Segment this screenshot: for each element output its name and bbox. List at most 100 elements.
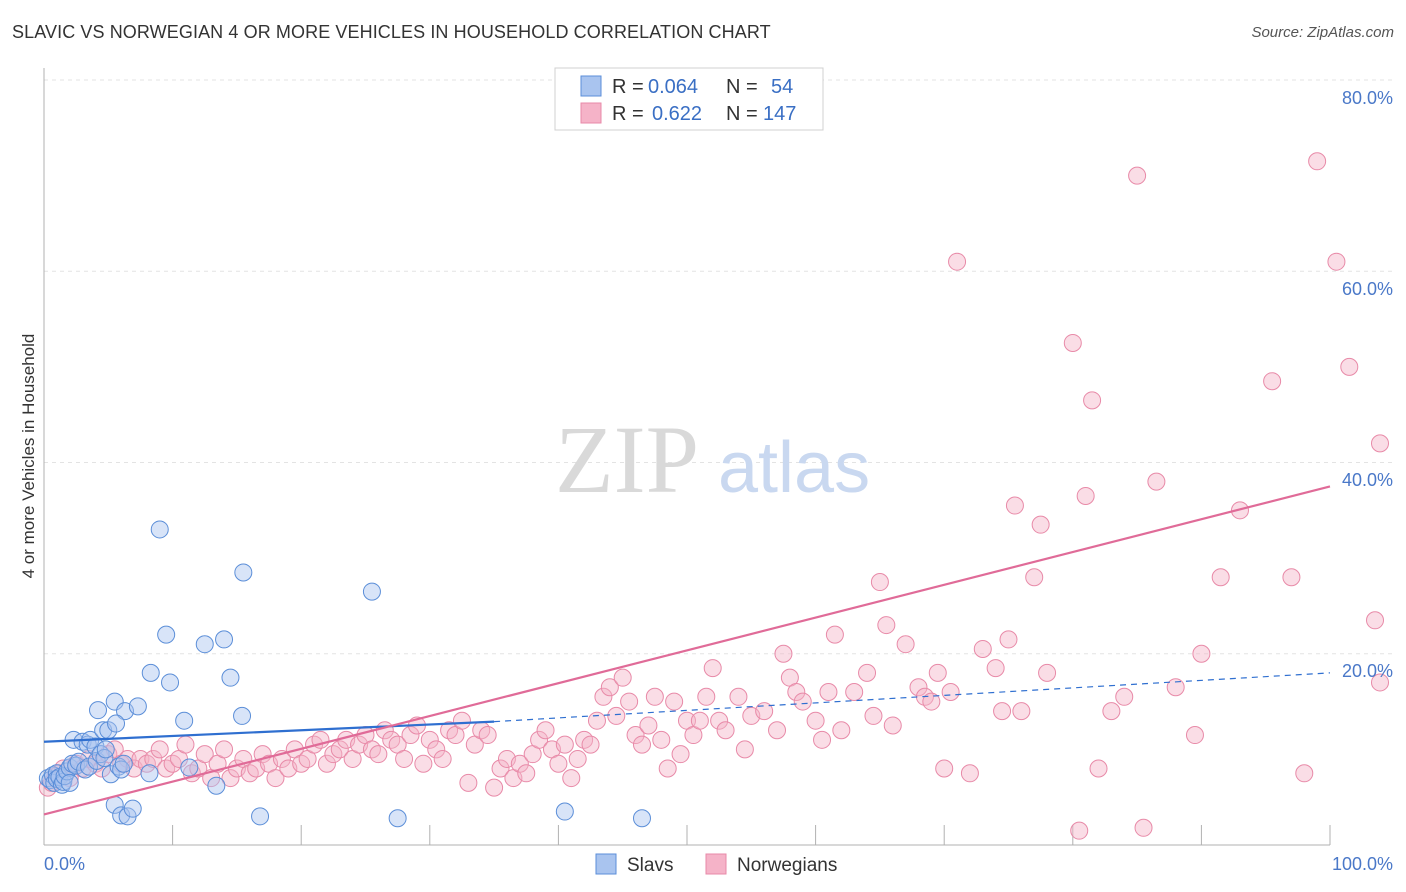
- norwegians-point: [870, 573, 889, 592]
- norwegians-point: [1340, 357, 1359, 376]
- norwegians-point: [620, 692, 639, 711]
- slavs-point: [69, 752, 88, 771]
- norwegians-point: [414, 754, 433, 773]
- legend-n-value-norwegians: 147: [763, 103, 796, 125]
- x-tick-label-max: 100.0%: [1332, 854, 1393, 874]
- slavs-point: [632, 809, 651, 828]
- norwegians-point: [549, 754, 568, 773]
- norwegians-point: [819, 683, 838, 701]
- norwegians-point: [806, 711, 825, 730]
- norwegians-point: [581, 735, 600, 754]
- slavs-trend-extension: [494, 672, 1331, 723]
- norwegians-point: [697, 687, 716, 706]
- norwegians-point: [1115, 687, 1134, 706]
- norwegians-point: [150, 740, 169, 759]
- norwegians-point: [1083, 391, 1102, 410]
- norwegians-point: [652, 730, 671, 749]
- norwegians-point: [401, 726, 420, 745]
- norwegians-point: [690, 711, 709, 730]
- norwegians-point: [176, 735, 195, 754]
- slavs-point: [180, 758, 199, 777]
- norwegians-point: [832, 721, 851, 740]
- norwegians-point: [266, 769, 285, 788]
- norwegians-point: [729, 687, 748, 706]
- norwegians-point: [864, 706, 883, 725]
- slavs-point: [114, 754, 133, 773]
- slavs-point: [109, 757, 128, 776]
- slavs-point: [60, 773, 79, 792]
- legend-n-label-slavs: N =: [726, 76, 758, 98]
- slavs-point: [112, 806, 131, 825]
- norwegians-point: [1038, 663, 1057, 682]
- watermark-zip: ZIP: [555, 406, 699, 513]
- norwegians-point: [1102, 702, 1121, 721]
- norwegians-point: [928, 663, 947, 682]
- slavs-point: [195, 635, 214, 654]
- norwegians-points: [38, 152, 1389, 840]
- norwegians-point: [986, 659, 1005, 678]
- norwegians-point: [536, 721, 555, 740]
- y-tick-label-40: 40.0%: [1342, 470, 1393, 490]
- legend-box: R = 0.064 N = 54 R = 0.622 N = 147: [554, 67, 824, 131]
- slavs-point: [555, 802, 574, 821]
- legend-n-label-norwegians: N =: [726, 103, 758, 125]
- norwegians-point: [369, 745, 388, 764]
- norwegians-point: [941, 683, 960, 701]
- norwegians-point: [1327, 252, 1346, 271]
- slavs-point: [128, 697, 147, 716]
- x-axis-ticks: [43, 825, 1331, 845]
- norwegians-point: [420, 730, 439, 749]
- slavs-point: [141, 663, 160, 682]
- norwegians-point: [330, 740, 349, 759]
- bottom-legend-swatch-slavs: [595, 853, 617, 875]
- y-tick-label-80: 80.0%: [1342, 88, 1393, 108]
- legend-swatch-slavs: [580, 75, 602, 97]
- norwegians-point: [1371, 434, 1389, 453]
- norwegians-point: [1185, 726, 1204, 745]
- slavs-point: [362, 582, 381, 601]
- norwegians-point: [845, 683, 864, 701]
- y-tick-label-20: 20.0%: [1342, 661, 1393, 681]
- norwegians-point: [221, 769, 240, 788]
- norwegians-point: [858, 663, 877, 682]
- norwegians-point: [1076, 486, 1095, 505]
- norwegians-point: [1192, 644, 1211, 663]
- norwegians-point: [877, 616, 896, 635]
- slavs-point: [175, 711, 194, 730]
- norwegians-point: [485, 778, 504, 797]
- norwegians-point: [1308, 152, 1327, 171]
- norwegians-point: [658, 759, 677, 778]
- norwegians-point: [215, 740, 234, 759]
- norwegians-point: [452, 711, 471, 730]
- norwegians-point: [478, 726, 497, 745]
- norwegians-point: [427, 740, 446, 759]
- norwegians-point: [555, 735, 574, 754]
- norwegians-point: [626, 726, 645, 745]
- norwegians-point: [1070, 821, 1089, 840]
- norwegians-point: [813, 730, 832, 749]
- norwegians-point: [510, 754, 529, 773]
- norwegians-point: [883, 716, 902, 735]
- norwegians-point: [1025, 568, 1044, 587]
- legend-r-value-norwegians: 0.622: [652, 103, 702, 125]
- norwegians-point: [768, 721, 787, 740]
- norwegians-point: [960, 764, 979, 783]
- norwegians-trend-line: [43, 485, 1331, 816]
- norwegians-point: [896, 635, 915, 654]
- norwegians-point: [1134, 818, 1153, 837]
- norwegians-point: [922, 692, 941, 711]
- norwegians-point: [909, 678, 928, 697]
- slavs-point: [221, 668, 240, 687]
- norwegians-point: [613, 668, 632, 687]
- legend-r-label-slavs: R =: [612, 76, 644, 98]
- slavs-point: [233, 706, 252, 725]
- norwegians-point: [1263, 372, 1282, 391]
- norwegians-point: [491, 759, 510, 778]
- norwegians-point: [594, 687, 613, 706]
- slavs-point: [157, 625, 176, 644]
- norwegians-point: [1089, 759, 1108, 778]
- slavs-point: [234, 563, 253, 582]
- norwegians-point: [1005, 496, 1024, 515]
- norwegians-point: [1366, 611, 1385, 630]
